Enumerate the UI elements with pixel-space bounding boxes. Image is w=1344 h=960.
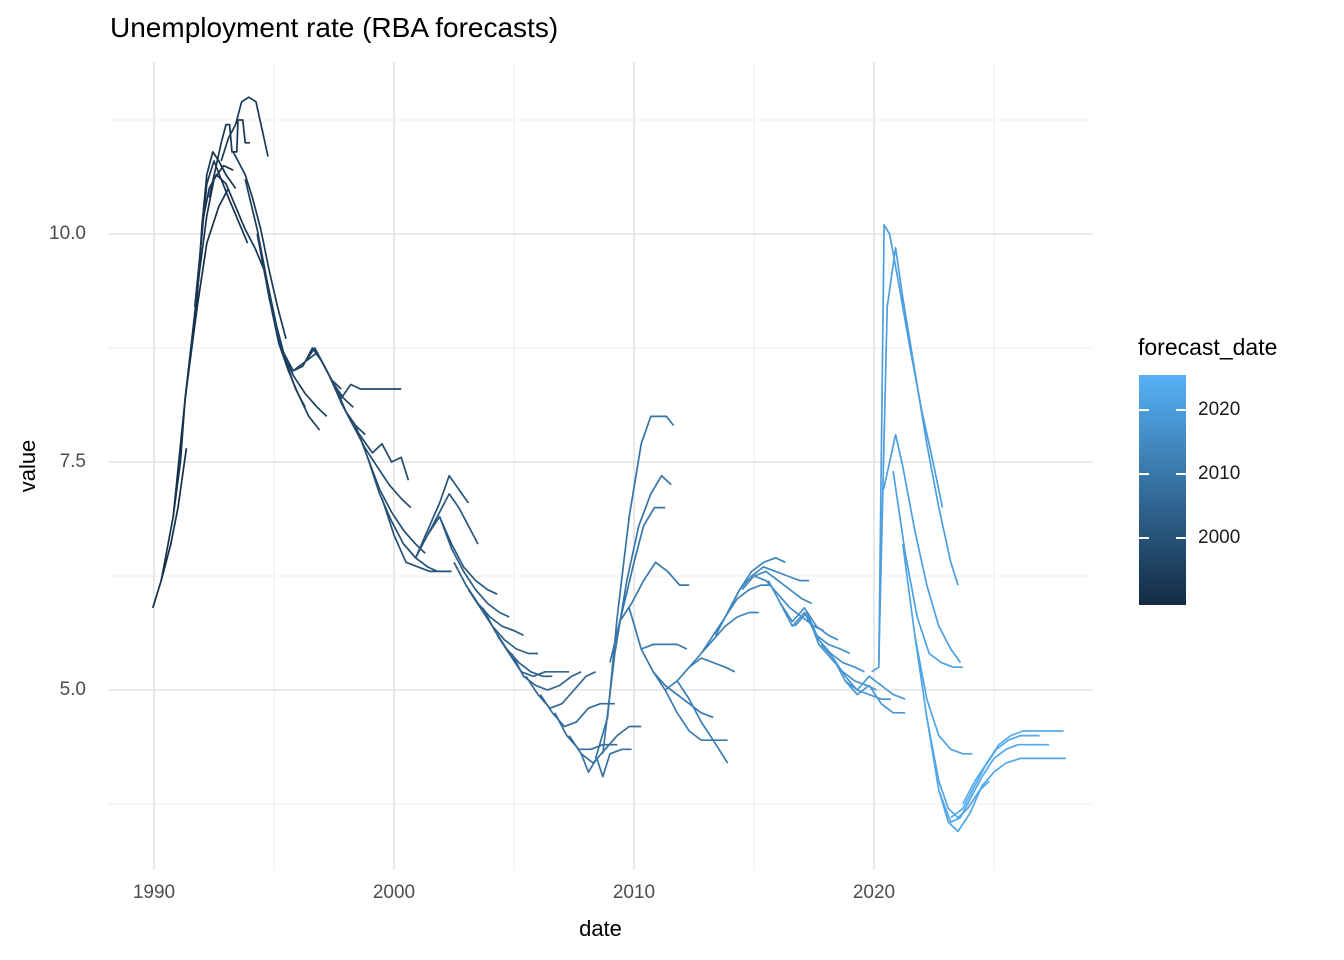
forecast-line <box>151 448 188 609</box>
forecast-line <box>467 589 538 655</box>
forecast-line <box>652 671 728 742</box>
forecast-line <box>160 188 230 581</box>
forecast-line <box>820 643 891 700</box>
forecast-line <box>892 470 963 669</box>
forecast-line <box>832 657 906 714</box>
forecast-line <box>601 474 672 754</box>
forecast-line <box>580 748 632 778</box>
legend-tick-mark <box>1176 536 1186 539</box>
forecast-line <box>877 246 959 663</box>
forecast-line <box>453 561 524 637</box>
x-tick-label: 2010 <box>612 882 656 903</box>
x-tick-label: 1990 <box>132 882 176 903</box>
y-tick-label: 10.0 <box>49 223 86 244</box>
forecast-line <box>925 717 1066 833</box>
forecast-line <box>438 516 510 618</box>
forecast-line <box>753 575 824 632</box>
legend-tick-mark <box>1139 409 1149 412</box>
forecast-line <box>256 233 321 431</box>
forecast-line <box>700 584 771 654</box>
forecast-line <box>676 657 736 682</box>
legend-tick-mark <box>1176 473 1186 476</box>
forecast-line <box>510 653 582 691</box>
x-axis-title: date <box>579 916 622 941</box>
legend-tick-label: 2020 <box>1198 399 1241 421</box>
forecast-line <box>525 671 596 710</box>
legend-title: forecast_date <box>1138 334 1278 360</box>
legend-tick-mark <box>1139 473 1149 476</box>
forecast-line <box>806 612 877 691</box>
forecast-line <box>328 375 410 481</box>
forecast-line <box>268 297 328 418</box>
forecast-line <box>844 675 906 700</box>
forecast-line <box>794 611 865 673</box>
legend-tick-label: 2010 <box>1198 463 1241 485</box>
forecast-line <box>726 566 810 613</box>
forecast-line <box>938 743 1050 824</box>
y-tick-label: 7.5 <box>59 451 86 472</box>
forecast-line <box>913 635 990 819</box>
forecast-line <box>779 603 851 655</box>
forecast-line <box>767 580 839 641</box>
forecast-line <box>426 515 498 595</box>
legend-tick-mark <box>1139 536 1149 539</box>
forecast-line <box>496 634 570 678</box>
forecast-line <box>664 680 729 764</box>
forecast-line <box>414 493 479 559</box>
forecast-line <box>962 730 1064 805</box>
forecast-line <box>871 224 944 673</box>
forecast-line <box>714 556 786 636</box>
x-tick-label: 2020 <box>852 882 896 903</box>
plot-title: Unemployment rate (RBA forecasts) <box>110 12 559 43</box>
forecast-line <box>340 402 412 509</box>
y-tick-label: 5.0 <box>59 679 86 700</box>
forecast-line <box>220 96 269 162</box>
x-tick-label: 2000 <box>372 882 416 903</box>
forecast-line <box>232 151 287 340</box>
legend-tick-mark <box>1176 409 1186 412</box>
forecast-line <box>381 498 452 573</box>
forecast-line <box>554 712 618 751</box>
legend-tick-label: 2000 <box>1198 526 1241 548</box>
legend-colorbar <box>1139 375 1186 605</box>
forecast-line <box>882 433 962 664</box>
forecast-line <box>208 119 250 198</box>
forecast-line <box>539 694 615 728</box>
forecast-line <box>628 607 688 650</box>
forecast-line <box>618 561 690 623</box>
forecast-line <box>950 734 1040 819</box>
forecast-line <box>184 151 237 399</box>
forecast-line <box>193 160 249 308</box>
forecast-line <box>402 474 470 559</box>
forecast-line <box>482 607 553 678</box>
forecast-line <box>201 173 266 271</box>
forecast-line <box>292 347 354 408</box>
